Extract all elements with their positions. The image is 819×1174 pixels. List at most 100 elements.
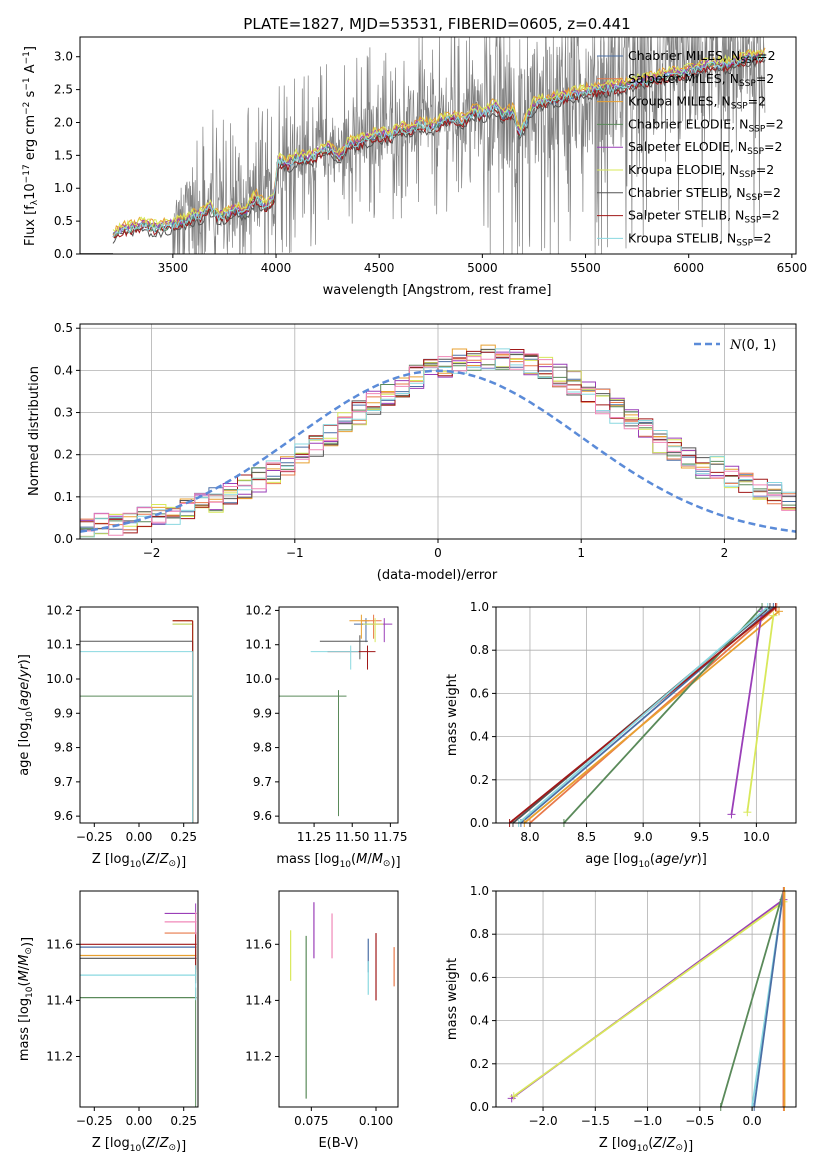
- x-tick-label: −0.5: [685, 1114, 714, 1128]
- y-tick-label: 11.2: [46, 1050, 73, 1064]
- spectrum-x-label: wavelength [Angstrom, rest frame]: [323, 283, 552, 298]
- mass-vs-metallicity-panel: −0.25 0.00 0.25 11.2 11.4 11.6 Z [log10(Z/Z⊙)]…: [17, 890, 199, 1154]
- x-tick-label: 0.100: [359, 1114, 393, 1128]
- y-tick-label: 11.6: [46, 937, 73, 951]
- x-tick-label: 5000: [467, 261, 498, 275]
- axes-frame: [278, 606, 399, 824]
- legend-label: Chabrier STELIB, NSSP=2: [628, 185, 781, 203]
- y-tick-label: 0.3: [54, 406, 73, 420]
- y-tick-label: 10.1: [46, 638, 73, 652]
- x-tick-label: 0.0: [743, 1114, 762, 1128]
- y-tick-label: 0.1: [54, 490, 73, 504]
- x-tick-label: 11.25: [297, 830, 331, 844]
- histogram-x-label: (data-model)/error: [377, 568, 498, 583]
- y-tick-label: 10.0: [46, 672, 73, 686]
- data-point: [319, 635, 368, 660]
- x-axis-label: Z [log10(Z/Z⊙)]: [599, 1136, 693, 1154]
- model-spectrum-line: [112, 47, 766, 236]
- mass-vs-ebv-panel: 0.075 0.100 11.2 11.4 11.6 E(B-V): [245, 890, 399, 1151]
- y-tick-label: 0.4: [470, 1014, 489, 1028]
- y-axis-label: mass weight: [445, 958, 460, 1040]
- data-point: [80, 987, 197, 1107]
- y-tick-label: 0.5: [54, 214, 73, 228]
- ticks: −0.25 0.00 0.25 9.6 9.7 9.8 9.9 10.0 10.1 10.2: [46, 603, 197, 844]
- y-axis-label: age [log10(age/yr)]: [17, 654, 35, 776]
- cumulative-weight-line: [753, 890, 785, 1108]
- y-tick-label: 9.6: [54, 809, 73, 823]
- spectrum-y-label: Flux [fλ10−17 erg cm−2 s−1 A−1]: [22, 46, 40, 246]
- spectrum-legend: Chabrier MILES, NSSP=2 Salpeter MILES, NS…: [597, 48, 784, 248]
- x-tick-label: 0.00: [126, 830, 153, 844]
- spectrum-panel: PLATE=1827, MJD=53531, FIBERID=0605, z=0…: [22, 15, 807, 298]
- cumulative-weight-line: [730, 611, 763, 815]
- x-tick-label: 0: [434, 546, 442, 560]
- x-tick-label: 0.25: [170, 1114, 197, 1128]
- model-spectrum-line: [112, 48, 766, 232]
- y-tick-label: 10.2: [46, 603, 73, 617]
- cumulative-weight-line: [518, 606, 769, 824]
- model-spectrum-line: [112, 56, 766, 239]
- legend-label: Chabrier MILES, NSSP=2: [628, 48, 776, 66]
- y-tick-label: 11.4: [245, 993, 272, 1007]
- x-tick-label: 11.50: [335, 830, 369, 844]
- y-axis-label: mass weight: [445, 674, 460, 756]
- y-tick-label: 0.8: [470, 927, 489, 941]
- x-tick-label: −1.5: [581, 1114, 610, 1128]
- plot-layer: [290, 902, 395, 1099]
- legend-label: Kroupa MILES, NSSP=2: [628, 94, 766, 112]
- cumulative-weight-line: [746, 615, 775, 813]
- data-point: [363, 618, 384, 643]
- data-point: [80, 934, 197, 970]
- data-point: [80, 965, 197, 1001]
- x-tick-label: 4500: [364, 261, 395, 275]
- y-tick-label: 1.0: [470, 884, 489, 898]
- x-axis-label: E(B-V): [318, 1136, 358, 1151]
- x-tick-label: −2: [143, 546, 161, 560]
- data-point: [80, 651, 194, 823]
- y-tick-label: 0.4: [470, 730, 489, 744]
- normal-legend-symbol: N: [729, 338, 742, 353]
- y-tick-label: 3.0: [54, 50, 73, 64]
- x-axis-label: age [log10(age/yr)]: [585, 852, 707, 870]
- y-tick-label: 0.0: [470, 1100, 489, 1114]
- mass-weight-vs-age-panel: 8.0 8.5 9.0 9.5 10.0 0.0 0.2 0.4 0.6 0.8 1.0 age [l…: [445, 600, 797, 870]
- x-tick-label: 1: [577, 546, 585, 560]
- x-axis-label: mass [log10(M/M⊙)]: [276, 852, 400, 870]
- ticks: 8.0 8.5 9.0 9.5 10.0 0.0 0.2 0.4 0.6 0.8 1.0: [470, 600, 770, 844]
- cumulative-weight-line: [523, 610, 780, 824]
- histogram-step-line: [80, 353, 796, 536]
- histogram-legend: N(0, 1): [694, 338, 776, 353]
- x-tick-label: 5500: [570, 261, 601, 275]
- legend-label: Kroupa ELODIE, NSSP=2: [628, 162, 774, 180]
- y-tick-label: 9.8: [253, 741, 272, 755]
- model-spectrum-line: [112, 52, 766, 238]
- x-tick-label: 0.25: [170, 830, 197, 844]
- cumulative-weight-line: [719, 890, 785, 1108]
- y-tick-label: 0.6: [470, 970, 489, 984]
- x-tick-label: 0.075: [294, 1114, 328, 1128]
- y-tick-label: 1.0: [470, 600, 489, 614]
- age-vs-metallicity-panel: −0.25 0.00 0.25 9.6 9.7 9.8 9.9 10.0 10.1 10.2 Z […: [17, 603, 199, 870]
- mass-weight-vs-metallicity-panel: −2.0 −1.5 −1.0 −0.5 0.0 0.0 0.2 0.4 0.6 0.8 1.0 Z […: [445, 884, 797, 1154]
- spectrum-title: PLATE=1827, MJD=53531, FIBERID=0605, z=0…: [243, 15, 630, 33]
- y-tick-label: 0.4: [54, 363, 73, 377]
- x-axis-label: Z [log10(Z/Z⊙)]: [92, 1136, 186, 1154]
- axes-frame: [495, 890, 797, 1108]
- legend-label: Kroupa STELIB, NSSP=2: [628, 230, 772, 248]
- y-tick-label: 11.2: [245, 1050, 272, 1064]
- y-tick-label: 9.6: [253, 809, 272, 823]
- x-tick-label: 9.0: [634, 830, 653, 844]
- age-vs-mass-panel: 11.25 11.50 11.75 9.6 9.7 9.8 9.9 10.0 10.1 10.2 m…: [245, 603, 407, 870]
- legend-label: Salpeter ELODIE, NSSP=2: [628, 139, 782, 157]
- data-point: [279, 690, 347, 817]
- y-tick-label: 9.7: [54, 775, 73, 789]
- y-tick-label: 1.5: [54, 148, 73, 162]
- y-tick-label: 0.5: [54, 321, 73, 335]
- residual-histogram-panel: −2 −1 0 1 2 0.0 0.1 0.2 0.3 0.4 0.5 (data-model)/e…: [27, 321, 797, 583]
- ticks: 0.075 0.100 11.2 11.4 11.6: [245, 937, 393, 1128]
- y-tick-label: 9.8: [54, 741, 73, 755]
- normal-curve: [79, 369, 797, 533]
- y-tick-label: 0.0: [470, 816, 489, 830]
- y-tick-label: 11.4: [46, 993, 73, 1007]
- y-tick-label: 0.0: [54, 247, 73, 261]
